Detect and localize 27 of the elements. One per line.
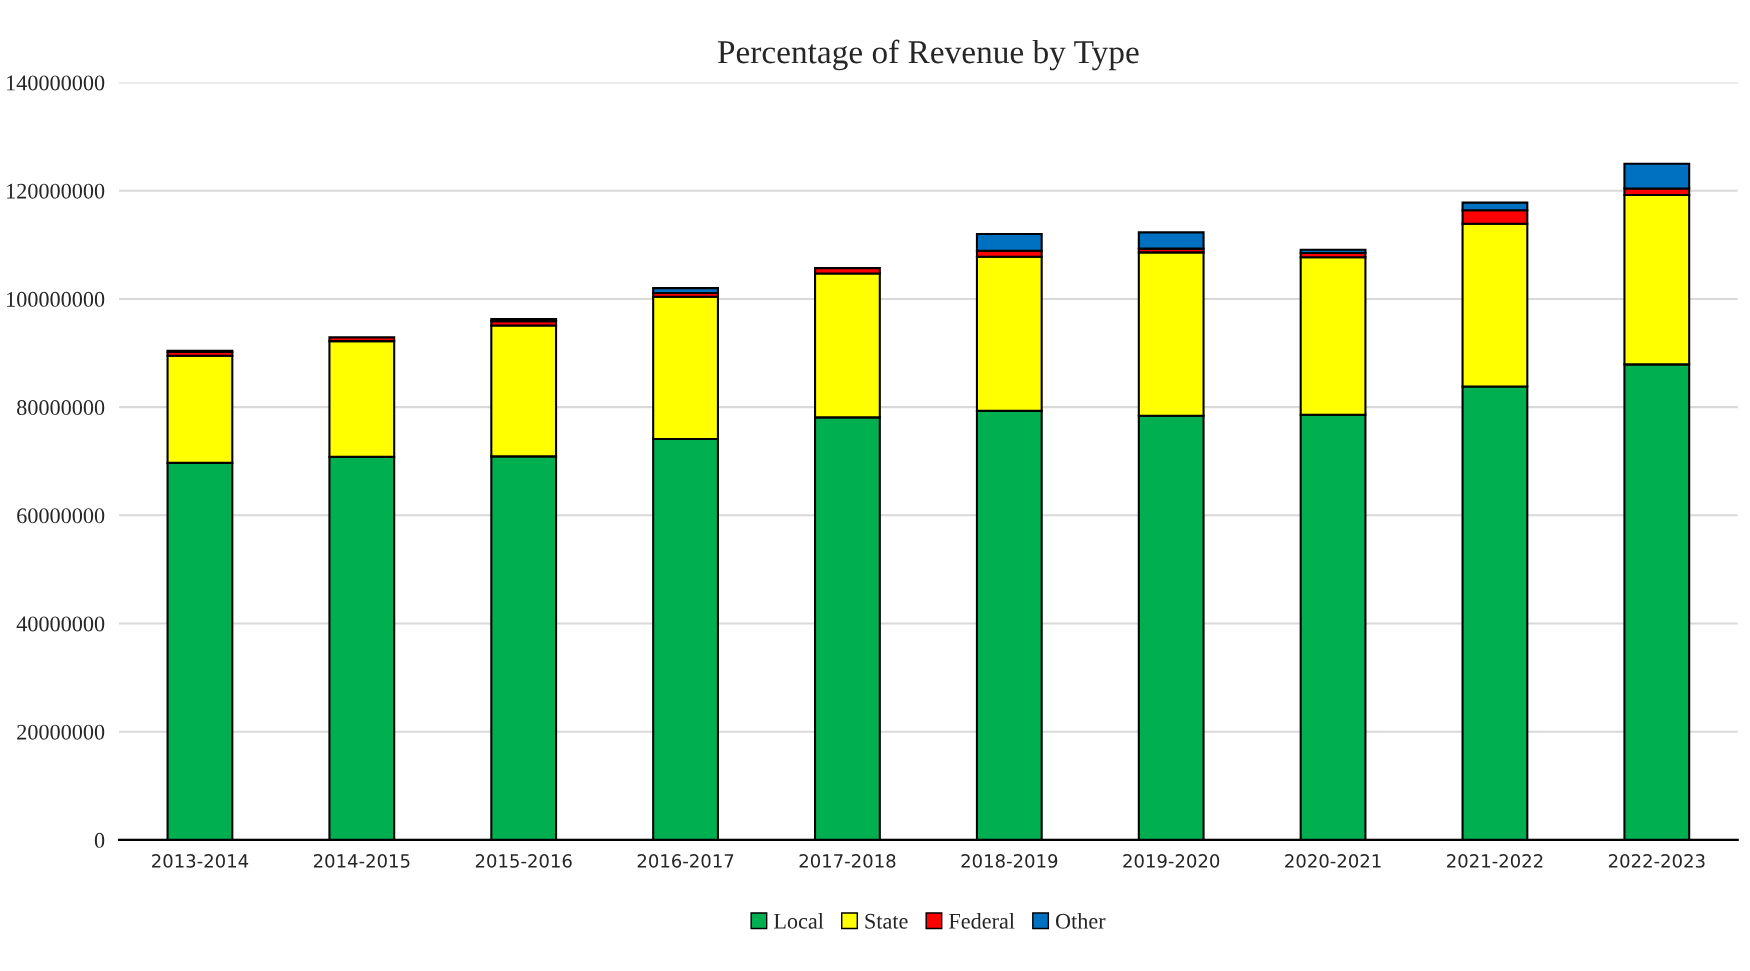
x-tick-label: 2020-2021 xyxy=(1285,854,1381,868)
bar xyxy=(652,287,719,295)
x-tick-label: 2019-2020 xyxy=(1123,854,1220,868)
bar xyxy=(1137,231,1205,250)
x-tick-label: 2015-2016 xyxy=(475,854,572,868)
bar xyxy=(490,317,558,323)
x-tick-label: 2017-2018 xyxy=(799,854,896,868)
legend-label: Local xyxy=(774,913,824,929)
x-tick-label: 2021-2022 xyxy=(1447,854,1543,868)
y-tick-label: 100000000 xyxy=(7,291,105,307)
y-tick-label: 0 xyxy=(94,832,105,848)
x-tick-label: 2016-2017 xyxy=(637,854,734,868)
x-tick-label: 2018-2019 xyxy=(961,854,1058,868)
legend-label: State xyxy=(865,913,908,929)
y-tick-label: 120000000 xyxy=(7,183,105,199)
y-tick-label: 140000000 xyxy=(7,75,105,91)
legend-label: Federal xyxy=(949,913,1015,929)
y-tick-label: 20000000 xyxy=(17,724,105,740)
x-tick-label: 2013-2014 xyxy=(152,854,249,868)
y-tick-label: 80000000 xyxy=(17,400,105,416)
y-tick-label: 40000000 xyxy=(16,616,105,632)
x-tick-label: 2022-2023 xyxy=(1608,854,1705,868)
legend-label: Other xyxy=(1055,913,1106,929)
x-tick-label: 2014-2015 xyxy=(313,854,410,868)
chart-title: Percentage of Revenue by Type xyxy=(717,39,1139,71)
y-tick-label: 60000000 xyxy=(17,508,105,524)
bar xyxy=(1299,248,1367,254)
